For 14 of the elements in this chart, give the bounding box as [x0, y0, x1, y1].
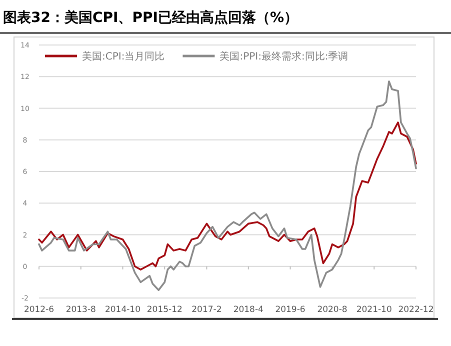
- x-tick-label: 2018-4: [233, 305, 264, 315]
- x-tick-label: 2012-6: [24, 305, 54, 315]
- x-tick-label: 2014-10: [105, 305, 141, 315]
- x-tick-label: 2017-2: [192, 305, 222, 315]
- line-series: [38, 122, 417, 270]
- x-tick-label: 2013-8: [66, 305, 96, 315]
- legend-label: 美国:PPI:最终需求:同比:季调: [220, 50, 348, 62]
- x-tick-label: 2021-10: [356, 305, 392, 315]
- legend-label: 美国:CPI:当月同比: [82, 50, 165, 62]
- x-tick-label: 2019-6: [275, 305, 306, 315]
- chart-title: 图表32：美国CPI、PPI已经由高点回落（%）: [3, 9, 298, 26]
- x-tick-label: 2015-12: [146, 305, 182, 315]
- x-tick-label: 2022-12: [398, 305, 434, 315]
- x-tick-label: 2020-8: [317, 305, 348, 315]
